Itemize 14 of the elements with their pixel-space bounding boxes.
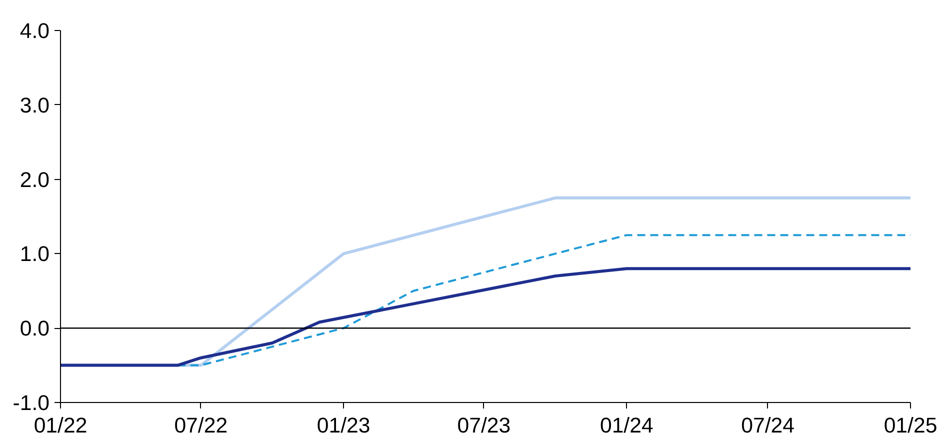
y-tick-label: 4.0 <box>20 19 50 43</box>
y-tick-label: -1.0 <box>12 391 50 415</box>
x-tick-label: 07/22 <box>174 414 228 438</box>
y-tick-label: 3.0 <box>20 93 50 118</box>
x-tick-label: 07/24 <box>741 414 795 438</box>
x-tick-label: 01/24 <box>600 414 654 438</box>
x-tick-label: 07/23 <box>457 414 511 438</box>
x-tick-label: 01/23 <box>316 414 370 438</box>
x-tick-label: 01/22 <box>34 414 88 438</box>
line-series <box>60 267 910 367</box>
y-tick-label: 0.0 <box>20 316 50 341</box>
y-tick-label: 2.0 <box>20 168 50 192</box>
x-tick-label: 01/25 <box>884 414 938 438</box>
y-tick-label: 1.0 <box>20 242 50 266</box>
